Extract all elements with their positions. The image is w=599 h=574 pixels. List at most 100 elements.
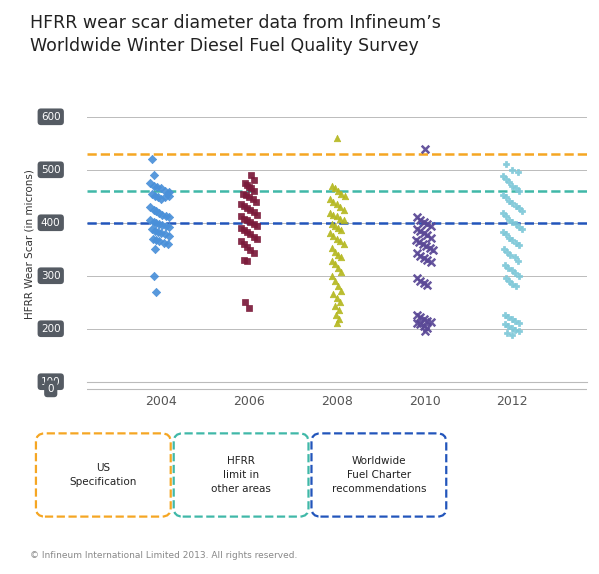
Text: 600: 600 — [41, 112, 60, 122]
Point — [501, 193, 510, 202]
Point — [422, 231, 432, 240]
Point — [149, 170, 158, 180]
Point — [158, 220, 167, 230]
Point — [327, 271, 337, 280]
Point — [247, 170, 256, 180]
Point — [507, 235, 517, 245]
Point — [507, 331, 517, 340]
Point — [416, 320, 425, 329]
Point — [155, 236, 164, 246]
Point — [510, 253, 519, 262]
Point — [252, 210, 262, 219]
Point — [149, 181, 158, 190]
Text: HFRR wear scar diameter data from Infineum’s
Worldwide Winter Diesel Fuel Qualit: HFRR wear scar diameter data from Infine… — [30, 14, 441, 55]
Point — [245, 246, 255, 255]
Point — [157, 195, 167, 204]
Point — [510, 325, 520, 335]
Point — [513, 257, 522, 266]
Text: 200: 200 — [41, 324, 60, 333]
Point — [237, 223, 246, 232]
Point — [333, 282, 343, 291]
Point — [331, 311, 340, 320]
Point — [332, 234, 342, 243]
Point — [335, 202, 345, 211]
Point — [340, 192, 350, 201]
Point — [249, 232, 258, 241]
Point — [158, 210, 167, 219]
Point — [251, 197, 261, 206]
Point — [518, 207, 527, 216]
Point — [337, 253, 346, 262]
Point — [419, 229, 429, 238]
Point — [412, 319, 422, 328]
Point — [157, 184, 167, 193]
Point — [506, 250, 515, 259]
Point — [499, 245, 509, 254]
Point — [242, 242, 252, 251]
Point — [333, 250, 343, 259]
Point — [501, 212, 510, 221]
Point — [152, 182, 162, 191]
Point — [150, 226, 160, 235]
Point — [498, 172, 507, 181]
Text: HFRR
limit in
other areas: HFRR limit in other areas — [211, 456, 271, 494]
Point — [503, 312, 513, 321]
Point — [330, 302, 340, 311]
Point — [338, 215, 348, 224]
Point — [416, 312, 425, 321]
Point — [159, 238, 168, 247]
Point — [504, 196, 514, 205]
Point — [329, 197, 338, 206]
Point — [239, 255, 249, 265]
Point — [149, 205, 158, 214]
Point — [504, 178, 514, 187]
Point — [239, 239, 249, 249]
Point — [422, 255, 432, 265]
Point — [239, 226, 249, 235]
Point — [242, 203, 252, 212]
Text: 400: 400 — [41, 218, 60, 228]
Point — [511, 184, 521, 193]
Point — [415, 237, 424, 246]
Point — [416, 251, 425, 260]
Point — [426, 233, 435, 242]
Point — [510, 269, 520, 278]
Point — [504, 277, 514, 286]
Point — [240, 298, 250, 307]
Point — [242, 215, 252, 224]
Point — [514, 203, 524, 212]
Point — [412, 213, 422, 222]
Point — [507, 323, 516, 332]
Point — [249, 208, 258, 217]
Point — [150, 192, 160, 201]
Point — [500, 320, 509, 329]
Point — [501, 230, 510, 239]
Text: US
Specification: US Specification — [69, 463, 137, 487]
Point — [245, 230, 255, 239]
Point — [511, 282, 521, 291]
Point — [160, 187, 170, 196]
Point — [330, 184, 340, 193]
Point — [147, 224, 156, 234]
Point — [237, 200, 246, 209]
Point — [332, 319, 342, 328]
Point — [416, 277, 425, 286]
Point — [146, 215, 155, 224]
Point — [511, 219, 521, 228]
Point — [327, 219, 337, 228]
Point — [326, 208, 335, 218]
Point — [149, 217, 158, 226]
Point — [245, 205, 255, 214]
Point — [333, 223, 343, 232]
Text: 100: 100 — [41, 377, 60, 387]
Point — [429, 246, 438, 255]
Point — [155, 208, 164, 218]
Point — [518, 224, 527, 234]
Text: HFRR Wear Scar (in microns): HFRR Wear Scar (in microns) — [25, 169, 34, 319]
Point — [426, 222, 435, 231]
Point — [165, 222, 174, 231]
Point — [329, 231, 338, 241]
Point — [152, 287, 161, 296]
Point — [247, 184, 256, 193]
Point — [419, 217, 429, 226]
